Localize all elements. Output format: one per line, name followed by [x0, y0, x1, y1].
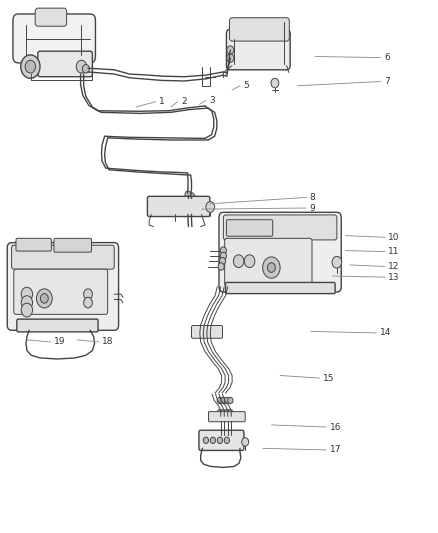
Circle shape	[224, 409, 230, 416]
Text: 7: 7	[384, 77, 390, 86]
Circle shape	[271, 78, 279, 88]
Circle shape	[21, 296, 32, 310]
Circle shape	[188, 192, 194, 200]
Text: 16: 16	[329, 423, 341, 432]
FancyBboxPatch shape	[226, 29, 290, 70]
Circle shape	[40, 294, 48, 303]
Circle shape	[221, 409, 226, 416]
Circle shape	[263, 257, 280, 278]
Circle shape	[208, 328, 214, 335]
Text: 13: 13	[389, 273, 400, 281]
FancyBboxPatch shape	[17, 319, 98, 332]
FancyBboxPatch shape	[199, 430, 244, 450]
Text: 3: 3	[209, 96, 215, 105]
Circle shape	[332, 256, 342, 268]
Text: 2: 2	[181, 97, 187, 106]
Text: 12: 12	[389, 262, 400, 271]
Circle shape	[36, 289, 52, 308]
FancyBboxPatch shape	[148, 196, 210, 216]
FancyBboxPatch shape	[38, 51, 92, 77]
FancyBboxPatch shape	[35, 8, 67, 26]
Circle shape	[227, 54, 234, 62]
Circle shape	[206, 201, 215, 212]
Circle shape	[84, 297, 92, 308]
Circle shape	[205, 328, 210, 335]
Circle shape	[220, 252, 226, 260]
Circle shape	[82, 64, 89, 73]
Circle shape	[217, 397, 223, 403]
Text: 14: 14	[380, 328, 391, 337]
FancyBboxPatch shape	[16, 238, 51, 251]
Text: 8: 8	[310, 193, 315, 202]
Text: 18: 18	[102, 337, 114, 346]
Text: 6: 6	[384, 53, 390, 62]
Text: 19: 19	[54, 337, 66, 346]
FancyBboxPatch shape	[226, 282, 335, 294]
Circle shape	[203, 437, 208, 443]
Text: 9: 9	[310, 204, 315, 213]
Circle shape	[76, 60, 87, 73]
Circle shape	[217, 409, 223, 416]
Circle shape	[185, 191, 191, 198]
Circle shape	[224, 397, 230, 403]
Circle shape	[224, 437, 230, 443]
Text: 1: 1	[159, 97, 165, 106]
Circle shape	[218, 263, 224, 270]
Circle shape	[233, 255, 244, 268]
FancyBboxPatch shape	[226, 220, 273, 236]
FancyBboxPatch shape	[12, 245, 114, 269]
FancyBboxPatch shape	[208, 411, 245, 422]
Text: 11: 11	[389, 247, 400, 256]
Circle shape	[268, 263, 276, 272]
Circle shape	[219, 257, 226, 265]
Circle shape	[84, 289, 92, 300]
FancyBboxPatch shape	[223, 215, 337, 240]
Circle shape	[21, 287, 32, 301]
Circle shape	[21, 303, 32, 317]
Text: 10: 10	[389, 233, 400, 242]
Circle shape	[21, 55, 40, 78]
Circle shape	[244, 255, 255, 268]
Circle shape	[242, 438, 249, 446]
Circle shape	[25, 60, 35, 73]
Text: 5: 5	[244, 81, 249, 90]
Circle shape	[217, 437, 223, 443]
Circle shape	[198, 328, 203, 335]
Circle shape	[228, 409, 233, 416]
FancyBboxPatch shape	[230, 18, 289, 41]
Circle shape	[228, 397, 233, 403]
Text: 15: 15	[323, 374, 335, 383]
Text: 17: 17	[329, 446, 341, 455]
FancyBboxPatch shape	[7, 243, 119, 330]
Circle shape	[210, 437, 215, 443]
Circle shape	[220, 247, 226, 254]
FancyBboxPatch shape	[54, 238, 92, 252]
Circle shape	[221, 397, 226, 403]
Circle shape	[201, 328, 207, 335]
FancyBboxPatch shape	[13, 14, 95, 63]
FancyBboxPatch shape	[219, 212, 341, 292]
FancyBboxPatch shape	[225, 238, 312, 286]
Circle shape	[227, 46, 234, 54]
FancyBboxPatch shape	[14, 269, 108, 314]
FancyBboxPatch shape	[191, 326, 223, 338]
